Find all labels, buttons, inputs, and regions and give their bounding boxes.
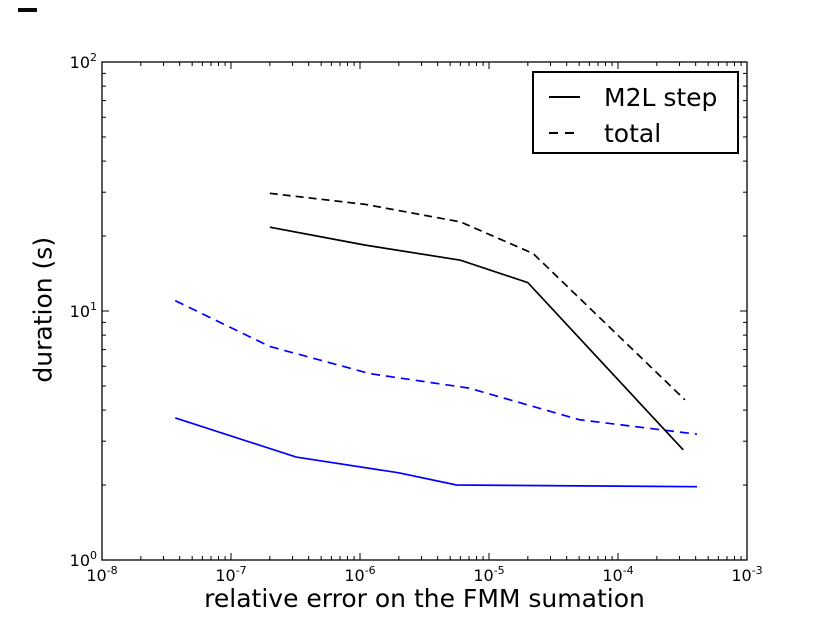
legend-entry-m2l-step: M2L step [549,79,737,115]
series-line-m2l-step-black- [269,226,684,451]
x-tick-label-1e-4: 10-4 [602,564,633,585]
x-tick-label-1e-7: 10-7 [215,564,246,585]
legend-label-total: total [604,118,662,148]
legend-label-m2l-step: M2L step [604,82,718,112]
legend-entry-total: total [549,115,737,151]
stray-mark [18,8,37,12]
x-tick-label-1e-6: 10-6 [344,564,375,585]
plot-border [101,61,748,561]
x-tick-label-1e-3: 10-3 [731,564,762,585]
y-tick-label-1e1: 101 [70,300,97,321]
y-axis-label: duration (s) [28,236,58,383]
y-tick-label-1e2: 102 [70,51,97,72]
x-axis-label: relative error on the FMM sumation [204,584,645,613]
legend-line-dashed-icon [549,132,580,134]
legend-line-solid-icon [549,96,580,98]
x-tick-label-1e-8: 10-8 [86,564,117,585]
series-lines [174,192,698,488]
x-tick-label-1e-5: 10-5 [473,564,504,585]
y-tick-label-1e0: 100 [70,549,97,570]
series-line-total-blue- [174,299,698,436]
tick-labels: 10-8 10-7 10-6 10-5 10-4 10-3 100 101 102 [70,51,763,585]
series-line-m2l-step-blue- [175,417,698,488]
series-line-total-black- [269,192,686,401]
legend: M2L step total [532,71,739,154]
